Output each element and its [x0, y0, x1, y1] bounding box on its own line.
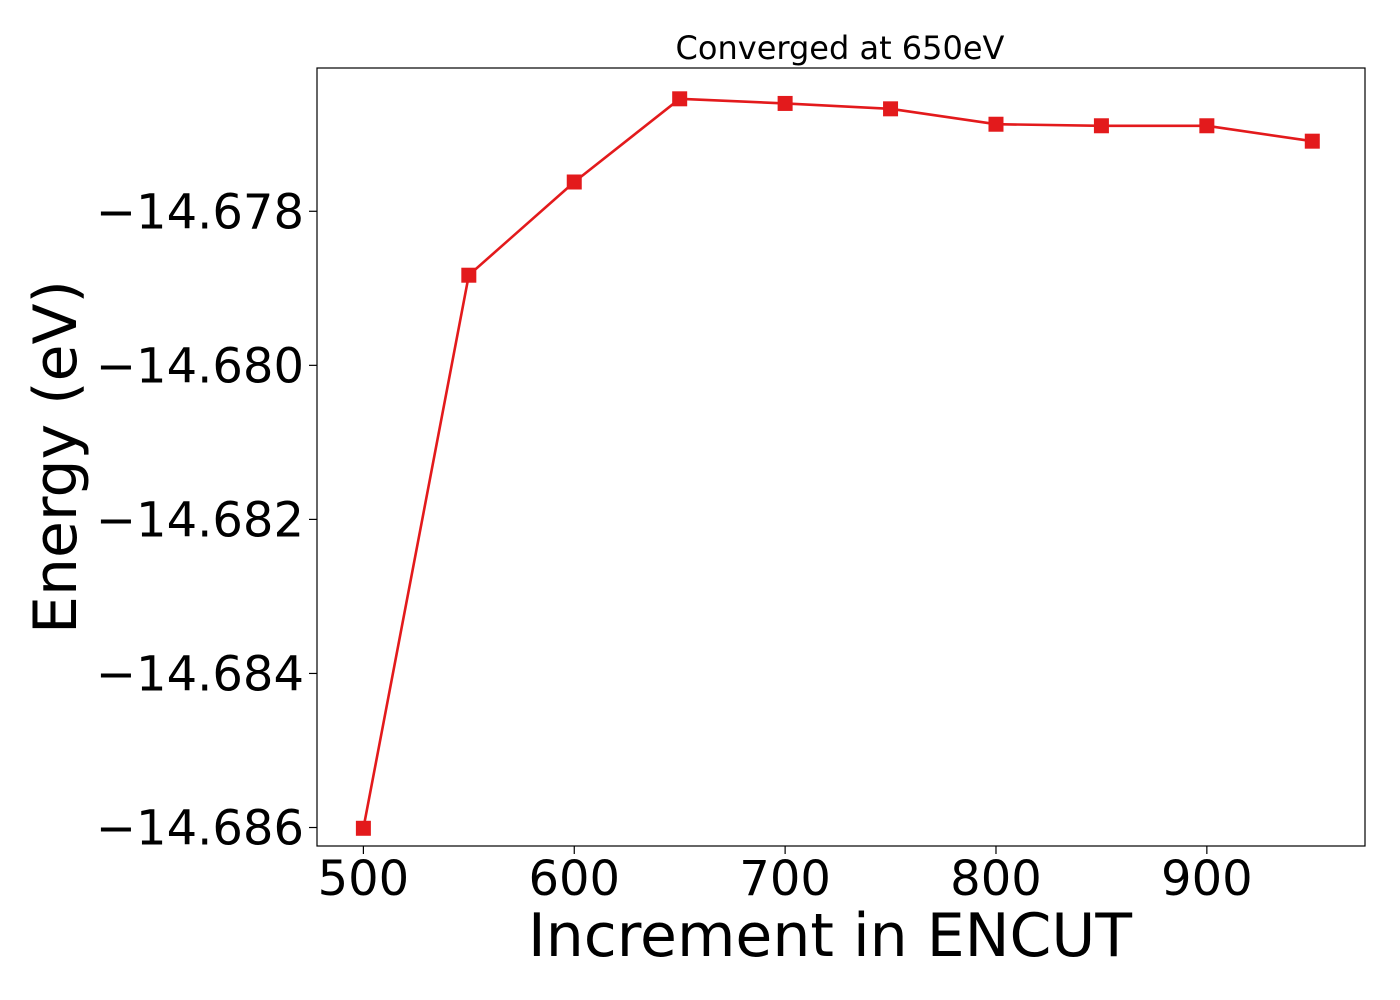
- y-tick-label: −14.680: [96, 338, 304, 394]
- data-point-marker: [777, 95, 793, 111]
- series-layer: [355, 91, 1320, 836]
- data-point-marker: [1304, 133, 1320, 149]
- x-tick-label: 800: [950, 851, 1042, 907]
- chart-title: Converged at 650eV: [676, 29, 1005, 67]
- data-point-marker: [883, 101, 899, 117]
- x-tick-label: 500: [318, 851, 410, 907]
- data-point-marker: [1199, 118, 1215, 134]
- y-tick-label: −14.684: [96, 646, 304, 702]
- series-line: [362, 97, 1313, 829]
- y-tick-label: −14.682: [96, 492, 304, 548]
- y-tick-label: −14.678: [96, 184, 304, 240]
- x-tick-label: 900: [1161, 851, 1253, 907]
- y-axis-ticks: −14.678 −14.680 −14.682 −14.684 −14.686: [96, 184, 317, 857]
- x-axis-label: Increment in ENCUT: [528, 901, 1132, 971]
- data-point-marker: [566, 174, 582, 190]
- plot-frame: [316, 67, 1366, 847]
- data-point-marker: [1093, 118, 1109, 134]
- data-point-marker: [988, 116, 1004, 132]
- x-axis-ticks: 500 600 700 800 900: [318, 846, 1253, 907]
- x-tick-label: 700: [739, 851, 831, 907]
- data-point-marker: [461, 267, 477, 283]
- y-axis-label: Energy (eV): [21, 280, 91, 634]
- x-tick-label: 600: [528, 851, 620, 907]
- data-point-marker: [355, 820, 371, 836]
- y-tick-label: −14.686: [96, 801, 304, 857]
- data-point-marker: [672, 91, 688, 107]
